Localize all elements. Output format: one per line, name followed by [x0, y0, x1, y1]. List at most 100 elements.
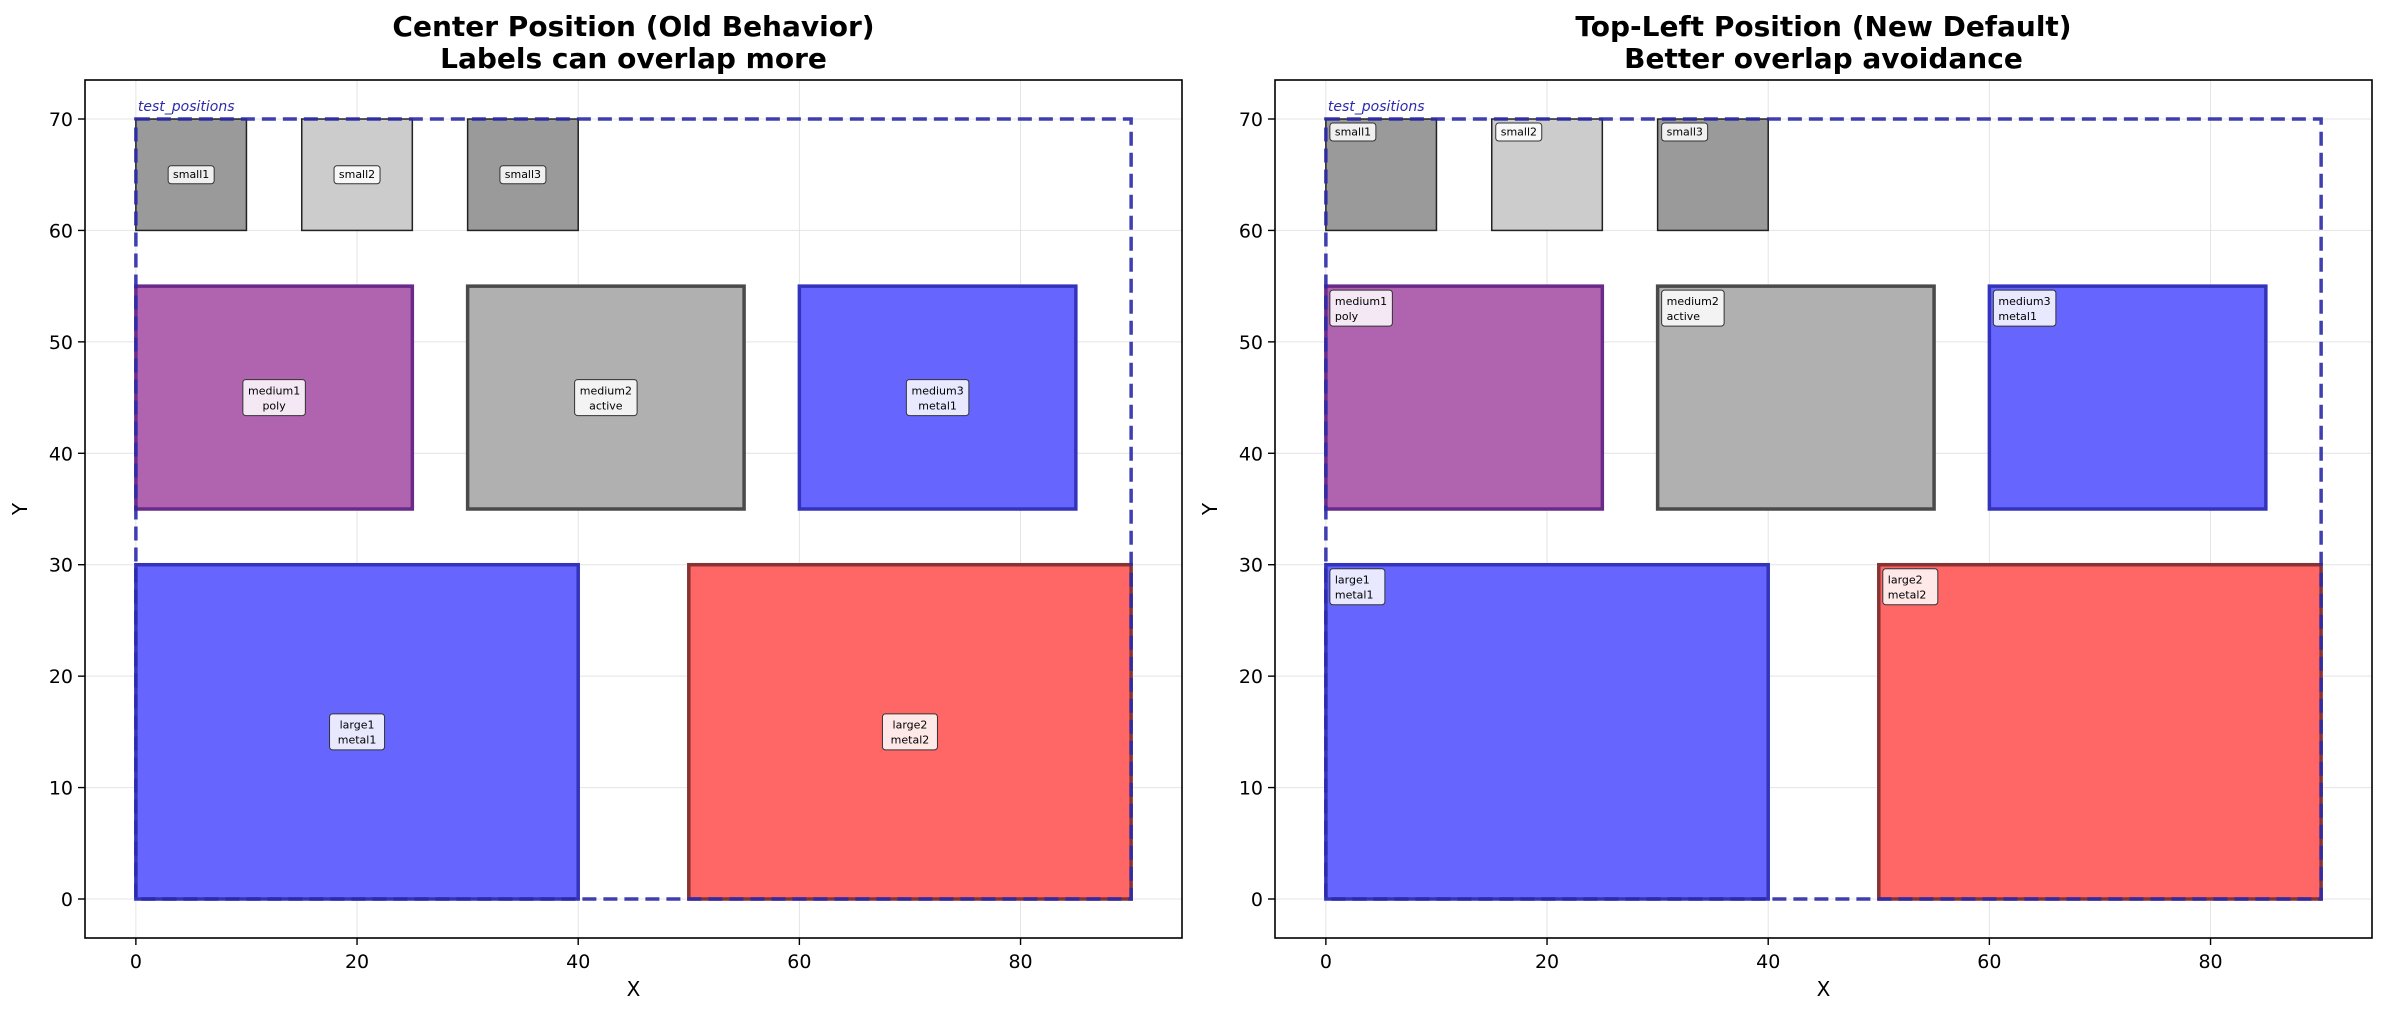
label-box — [499, 165, 547, 185]
label-text: medium2 — [580, 384, 632, 397]
label-box — [1329, 289, 1393, 327]
y-tick-label: 40 — [49, 443, 73, 465]
label-box — [1661, 122, 1709, 142]
x-tick-label: 80 — [2198, 951, 2222, 973]
x-tick-label: 0 — [130, 951, 142, 973]
label-box — [905, 379, 970, 417]
y-tick-label: 0 — [61, 889, 73, 911]
x-tick-label: 60 — [787, 951, 811, 973]
label-box — [329, 713, 386, 751]
label-text: medium3 — [911, 384, 963, 397]
rect-small2 — [1490, 118, 1604, 232]
label-text: small3 — [1667, 126, 1703, 139]
chart-title-line-2: Better overlap avoidance — [1624, 42, 2023, 75]
rect-label-medium3: medium3 metal1 — [905, 379, 970, 417]
label-text: small1 — [1335, 126, 1371, 139]
rect-label-large2: large2 metal2 — [881, 713, 938, 751]
label-text: small3 — [505, 168, 541, 181]
label-box — [1329, 568, 1386, 606]
rect-label-medium1: medium1 poly — [242, 379, 306, 417]
label-box — [1882, 568, 1939, 606]
y-tick-label: 60 — [1239, 220, 1263, 242]
label-text: small2 — [1501, 126, 1537, 139]
rect-label-large2: large2 metal2 — [1882, 568, 1939, 606]
label-text: large1 — [1335, 574, 1370, 587]
rect-label-small1: small1 — [167, 165, 215, 185]
label-box — [242, 379, 306, 417]
y-axis-label: Y — [8, 502, 32, 516]
boundary-rect — [1324, 117, 2323, 901]
label-text: active — [589, 399, 623, 412]
rect-label-small3: small3 — [1661, 122, 1709, 142]
label-text: metal1 — [1998, 310, 2037, 323]
y-tick-label: 20 — [1239, 666, 1263, 688]
rect-label-small2: small2 — [1495, 122, 1543, 142]
label-text: poly — [262, 399, 286, 412]
label-text: metal1 — [338, 734, 377, 747]
label-text: large2 — [1888, 574, 1923, 587]
label-text: metal2 — [1888, 589, 1927, 602]
rect-label-medium2: medium2 active — [574, 379, 638, 417]
y-tick-label: 20 — [49, 666, 73, 688]
y-tick-label: 70 — [49, 109, 73, 131]
label-box — [881, 713, 938, 751]
label-box — [574, 379, 638, 417]
label-box — [1661, 289, 1725, 327]
label-text: metal1 — [1335, 589, 1374, 602]
chart-panel-1: Center Position (Old Behavior)Labels can… — [8, 10, 1183, 1001]
chart-title-line-1: Top-Left Position (New Default) — [1575, 10, 2071, 43]
label-text: medium1 — [248, 384, 300, 397]
chart-panel-2: Top-Left Position (New Default)Better ov… — [1198, 10, 2373, 1001]
y-tick-label: 0 — [1251, 889, 1263, 911]
rect-large2 — [1877, 562, 2323, 901]
chart-title-line-2: Labels can overlap more — [440, 42, 827, 75]
rect-label-large1: large1 metal1 — [329, 713, 386, 751]
x-axis-label: X — [627, 977, 641, 1001]
y-tick-label: 30 — [1239, 555, 1263, 577]
boundary-label: test_positions — [138, 99, 235, 115]
rect-label-small2: small2 — [333, 165, 381, 185]
y-tick-label: 70 — [1239, 109, 1263, 131]
label-box — [167, 165, 215, 185]
x-axis-label: X — [1817, 977, 1831, 1001]
y-tick-label: 10 — [49, 778, 73, 800]
y-axis-label: Y — [1198, 502, 1222, 516]
label-text: large1 — [340, 719, 375, 732]
rect-label-small1: small1 — [1329, 122, 1377, 142]
boundary-rect — [134, 117, 1133, 901]
x-tick-label: 40 — [566, 951, 590, 973]
x-tick-label: 20 — [1535, 951, 1559, 973]
rect-label-small3: small3 — [499, 165, 547, 185]
y-tick-label: 40 — [1239, 443, 1263, 465]
x-tick-label: 80 — [1008, 951, 1032, 973]
y-tick-label: 50 — [49, 332, 73, 354]
chart-title-line-1: Center Position (Old Behavior) — [392, 10, 874, 43]
label-text: active — [1667, 310, 1701, 323]
boundary-label: test_positions — [1328, 99, 1425, 115]
x-tick-label: 60 — [1977, 951, 2001, 973]
label-text: large2 — [893, 719, 928, 732]
rect-large1 — [1324, 562, 1770, 901]
label-text: small2 — [339, 168, 375, 181]
y-tick-label: 50 — [1239, 332, 1263, 354]
axes-frame — [1274, 79, 2373, 939]
rect-label-large1: large1 metal1 — [1329, 568, 1386, 606]
axes-frame — [84, 79, 1183, 939]
label-text: medium1 — [1335, 295, 1387, 308]
x-tick-label: 40 — [1756, 951, 1780, 973]
label-box — [1992, 289, 2057, 327]
rect-small2 — [300, 118, 414, 232]
rect-label-medium2: medium2 active — [1661, 289, 1725, 327]
y-tick-label: 10 — [1239, 778, 1263, 800]
label-box — [333, 165, 381, 185]
label-text: poly — [1335, 310, 1359, 323]
label-text: medium3 — [1998, 295, 2050, 308]
label-text: medium2 — [1667, 295, 1719, 308]
x-tick-label: 0 — [1320, 951, 1332, 973]
rect-label-medium1: medium1 poly — [1329, 289, 1393, 327]
label-text: small1 — [173, 168, 209, 181]
label-text: metal2 — [891, 734, 930, 747]
rect-label-medium3: medium3 metal1 — [1992, 289, 2057, 327]
x-tick-label: 20 — [345, 951, 369, 973]
